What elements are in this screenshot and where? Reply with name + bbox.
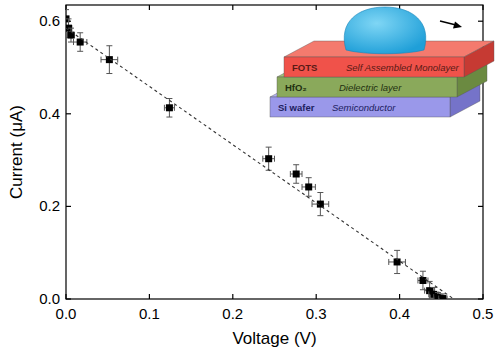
x-error-bar	[290, 171, 302, 177]
layer-material: FOTS	[292, 62, 317, 73]
x-tick-label: 0.5	[473, 305, 494, 322]
layer-front	[284, 57, 464, 77]
x-error-bar	[439, 296, 447, 299]
y-tick-label: 0.6	[39, 12, 60, 29]
y-tick-right	[478, 21, 483, 22]
x-error-bar	[263, 156, 275, 162]
x-tick-top	[482, 5, 483, 10]
x-tick-label: 0.1	[139, 305, 160, 322]
y-error-bar	[420, 271, 426, 290]
x-tick-top	[232, 5, 233, 10]
device-inset: Si wafer Semiconductor HfO₂ Dielectric laye…	[270, 7, 494, 117]
layer-role: Self Assembled Monolayer	[346, 62, 459, 73]
x-tick-top	[316, 5, 317, 10]
y-tick-label: 0.0	[39, 290, 60, 307]
layer-front	[277, 77, 457, 97]
data-point	[305, 183, 312, 190]
x-error-bar	[302, 184, 315, 190]
y-error-bar	[266, 147, 272, 170]
x-tick-label: 0.2	[222, 305, 243, 322]
layer-role: Semiconductor	[332, 102, 396, 113]
layer-role: Dielectric layer	[339, 82, 402, 93]
x-tick	[316, 294, 317, 299]
plot-frame	[66, 5, 483, 299]
y-error-bar	[394, 250, 400, 273]
x-tick-label: 0.3	[306, 305, 327, 322]
y-tick-right	[478, 298, 483, 299]
data-point	[293, 170, 300, 177]
layer-material: HfO₂	[285, 82, 307, 93]
y-error-bar	[293, 165, 299, 184]
x-tick	[232, 294, 233, 299]
y-tick	[66, 206, 71, 207]
data-point	[265, 155, 272, 162]
x-tick-top	[149, 5, 150, 10]
y-tick	[66, 113, 71, 114]
y-axis-title: Current (μA)	[7, 105, 26, 199]
y-tick	[66, 298, 71, 299]
droplet	[344, 7, 426, 54]
y-tick-label: 0.2	[39, 197, 60, 214]
x-tick	[65, 294, 66, 299]
y-tick-right	[478, 113, 483, 114]
layer-side	[464, 41, 494, 77]
motion-arrow	[440, 21, 456, 25]
y-error-bar	[77, 33, 83, 52]
y-tick-right	[478, 206, 483, 207]
layer-front	[270, 97, 450, 117]
layer-material: Si wafer	[278, 102, 315, 113]
data-point	[419, 277, 426, 284]
chart: 0.0 0.1 0.2 0.3 0.4 0.5 0.0 0.2 0.4 0.6 Voltage (V…	[0, 0, 500, 354]
x-tick	[399, 294, 400, 299]
y-error-bar	[440, 294, 446, 299]
y-tick-label: 0.4	[39, 105, 60, 122]
y-error-bar	[306, 178, 312, 197]
x-tick	[482, 294, 483, 299]
x-tick-label: 0.4	[389, 305, 410, 322]
motion-arrow-head	[453, 22, 462, 29]
x-error-bar	[74, 39, 87, 45]
x-tick-label: 0.0	[56, 305, 77, 322]
x-axis-title: Voltage (V)	[232, 329, 316, 348]
x-error-bar	[312, 201, 329, 207]
x-error-bar	[101, 57, 118, 63]
x-tick	[149, 294, 150, 299]
data-point	[68, 32, 75, 39]
x-error-bar	[164, 105, 174, 111]
data-point	[166, 104, 173, 111]
data-point	[439, 295, 446, 299]
